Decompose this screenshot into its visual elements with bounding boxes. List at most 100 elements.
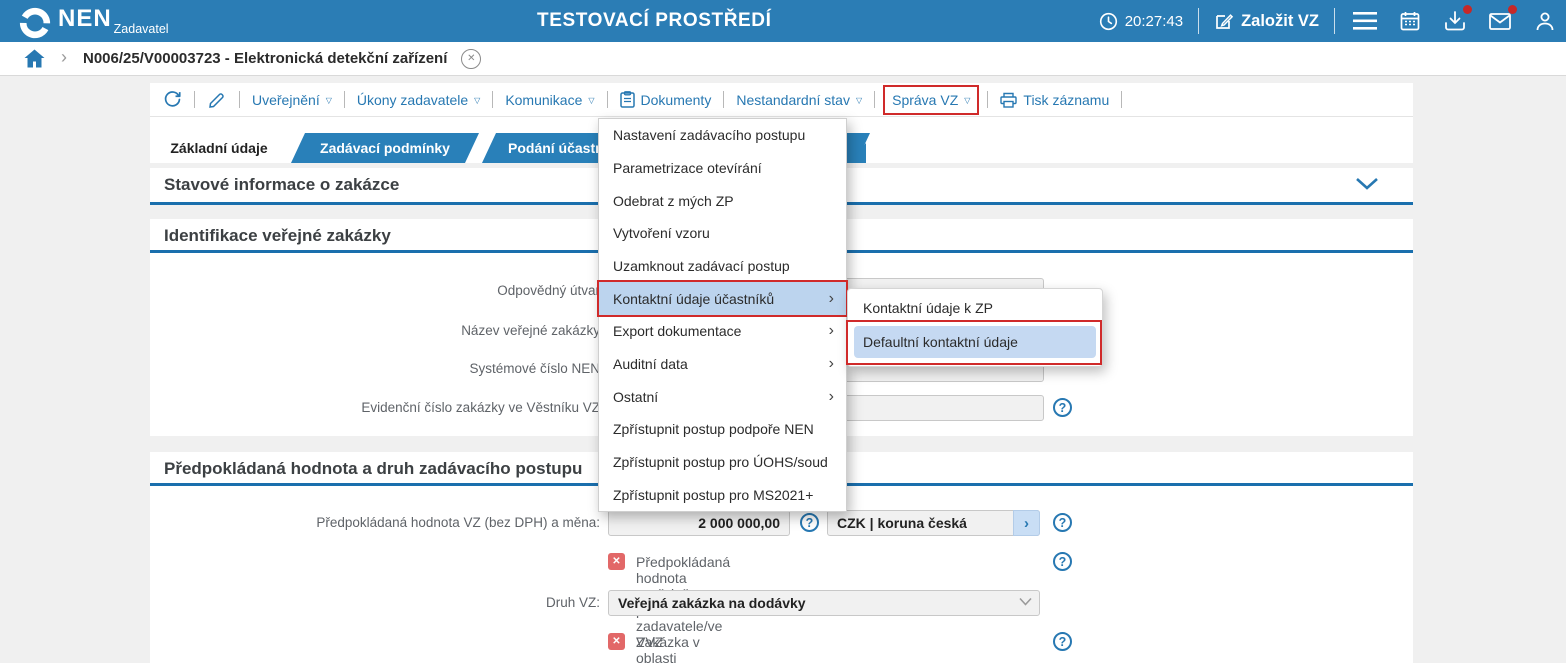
currency-field[interactable]: CZK | koruna česká ›: [827, 510, 1040, 536]
druh-vz-select[interactable]: Veřejná zakázka na dodávky: [608, 590, 1040, 616]
toolbar-item-ukony-zadavatele[interactable]: Úkony zadavatele ▽: [355, 87, 482, 113]
field-label: Systémové číslo NEN: [469, 361, 600, 376]
chevron-down-icon: [1356, 178, 1378, 190]
section-title: Identifikace veřejné zakázky: [164, 226, 391, 245]
menu-item-ostatni[interactable]: Ostatní ›: [599, 380, 846, 413]
breadcrumb: › N006/25/V00003723 - Elektronická detek…: [0, 42, 1566, 76]
environment-title: TESTOVACÍ PROSTŘEDÍ: [537, 10, 772, 31]
toolbar-label: Úkony zadavatele: [356, 91, 469, 108]
select-chevron-icon: [1019, 597, 1032, 606]
checkbox-unchecked-icon[interactable]: ✕: [608, 553, 625, 570]
menu-item-kontaktni-udaje-ucastniku[interactable]: Kontaktní údaje účastníků ›: [599, 282, 846, 316]
tab-zadavaci-podminky[interactable]: Zadávací podmínky: [291, 133, 479, 163]
menu-item-nastaveni-zadavaciho-postupu[interactable]: Nastavení zadávacího postupu: [599, 119, 846, 152]
record-toolbar: Uveřejnění ▽ Úkony zadavatele ▽ Komunika…: [150, 83, 1413, 117]
menu-item-vytvoreni-vzoru[interactable]: Vytvoření vzoru: [599, 217, 846, 250]
estimated-value-input[interactable]: 2 000 000,00: [608, 510, 790, 536]
toolbar-divider: [987, 91, 989, 108]
tab-zakladni-udaje[interactable]: Základní údaje: [150, 133, 288, 163]
help-icon[interactable]: ?: [1053, 398, 1072, 417]
download-tray-icon: [1445, 11, 1465, 31]
caret-down-icon: ▽: [474, 95, 481, 105]
user-profile-button[interactable]: [1530, 6, 1560, 36]
submenu-arrow-icon: ›: [828, 387, 834, 405]
menu-item-odebrat-z-mych-zp[interactable]: Odebrat z mých ZP: [599, 184, 846, 217]
menu-item-zpristupnit-podpore-nen[interactable]: Zpřístupnit postup podpoře NEN: [599, 413, 846, 446]
checkbox-unchecked-icon[interactable]: ✕: [608, 633, 625, 650]
toolbar-item-sprava-vz[interactable]: Správa VZ ▽: [885, 87, 977, 113]
toolbar-item-komunikace[interactable]: Komunikace ▽: [503, 87, 596, 113]
document-icon: [619, 91, 635, 108]
toolbar-divider: [723, 91, 725, 108]
field-label: Odpovědný útvar: [497, 283, 600, 298]
printer-icon: [1000, 92, 1018, 108]
toolbar-item-dokumenty[interactable]: Dokumenty: [618, 86, 714, 113]
menu-item-export-dokumentace[interactable]: Export dokumentace ›: [599, 315, 846, 348]
clock-icon: [1099, 12, 1117, 30]
person-icon: [1536, 12, 1554, 31]
home-button[interactable]: [24, 49, 45, 68]
toolbar-divider: [1121, 91, 1123, 108]
toolbar-label: Dokumenty: [640, 91, 712, 108]
menu-item-auditni-data[interactable]: Auditní data ›: [599, 348, 846, 381]
menu-item-uzamknout-zadavaci-postup[interactable]: Uzamknout zadávací postup: [599, 250, 846, 283]
menu-item-label: Zpřístupnit postup pro MS2021+: [613, 486, 814, 503]
toolbar-divider: [239, 91, 240, 108]
home-icon: [24, 49, 45, 68]
menu-item-zpristupnit-ms2021[interactable]: Zpřístupnit postup pro MS2021+: [599, 478, 846, 511]
submenu-item-defaultni-kontaktni-udaje[interactable]: Defaultní kontaktní údaje: [854, 326, 1096, 358]
edit-record-button[interactable]: [205, 88, 229, 112]
breadcrumb-item[interactable]: N006/25/V00003723 - Elektronická detekčn…: [83, 50, 448, 67]
nen-logo[interactable]: NEN Zadavatel: [18, 2, 169, 40]
help-icon[interactable]: ?: [1053, 552, 1072, 571]
submenu-arrow-icon: ›: [828, 355, 834, 373]
header-divider: [1334, 8, 1335, 34]
main-menu-button[interactable]: [1350, 6, 1380, 36]
menu-item-parametrizace-otevirani[interactable]: Parametrizace otevírání: [599, 152, 846, 185]
toolbar-divider: [606, 91, 608, 108]
tab-label: Základní údaje: [170, 140, 268, 156]
field-label: Druh VZ:: [545, 595, 600, 610]
menu-item-zpristupnit-uohs-soud[interactable]: Zpřístupnit postup pro ÚOHS/soud: [599, 446, 846, 479]
kontaktni-udaje-submenu: Kontaktní údaje k ZP Defaultní kontaktní…: [846, 288, 1103, 367]
inbox-button[interactable]: [1440, 5, 1472, 36]
create-vz-button[interactable]: Založit VZ: [1214, 11, 1319, 31]
toolbar-label: Tisk záznamu: [1023, 91, 1110, 108]
messages-button[interactable]: [1485, 5, 1517, 36]
caret-down-icon: ▽: [964, 95, 971, 105]
toolbar-item-uverejneni[interactable]: Uveřejnění ▽: [250, 87, 334, 113]
submenu-item-kontaktni-udaje-k-zp[interactable]: Kontaktní údaje k ZP: [863, 300, 993, 316]
currency-picker-button[interactable]: ›: [1013, 510, 1040, 536]
nen-logo-icon: [19, 7, 51, 39]
help-icon[interactable]: ?: [800, 513, 819, 532]
submenu-arrow-icon: ›: [828, 322, 834, 340]
close-record-button[interactable]: ✕: [461, 48, 482, 69]
toolbar-label: Uveřejnění: [252, 91, 320, 108]
menu-item-label: Vytvoření vzoru: [613, 225, 710, 242]
caret-down-icon: ▽: [855, 95, 863, 105]
refresh-button[interactable]: [160, 88, 184, 112]
toolbar-item-nestandardni-stav[interactable]: Nestandardní stav ▽: [734, 87, 864, 113]
menu-item-label: Ostatní: [613, 388, 659, 405]
messages-notification-badge: [1508, 5, 1517, 14]
menu-item-label: Export dokumentace: [613, 323, 742, 340]
submenu-item-label: Defaultní kontaktní údaje: [863, 334, 1018, 350]
calendar-button[interactable]: [1395, 6, 1425, 36]
druh-vz-value: Veřejná zakázka na dodávky: [618, 595, 806, 611]
toolbar-divider: [492, 91, 494, 108]
toolbar-divider: [343, 91, 345, 108]
menu-item-label: Odebrat z mých ZP: [613, 192, 734, 209]
toolbar-label: Správa VZ: [892, 91, 959, 108]
section-title: Předpokládaná hodnota a druh zadávacího …: [164, 459, 583, 478]
time-value: 20:27:43: [1124, 12, 1184, 30]
create-vz-label: Založit VZ: [1241, 11, 1319, 30]
menu-item-label: Auditní data: [613, 356, 688, 373]
menu-item-label: Kontaktní údaje účastníků: [613, 290, 775, 307]
pencil-icon: [209, 92, 224, 108]
help-icon[interactable]: ?: [1053, 632, 1072, 651]
logo-subtitle: Zadavatel: [113, 22, 169, 36]
collapse-section-button[interactable]: [1355, 177, 1379, 191]
checkbox-label: Zakázka v oblasti obrany a bezpečnosti: [636, 634, 700, 663]
toolbar-item-tisk-zaznamu[interactable]: Tisk záznamu: [998, 87, 1111, 113]
help-icon[interactable]: ?: [1053, 513, 1072, 532]
